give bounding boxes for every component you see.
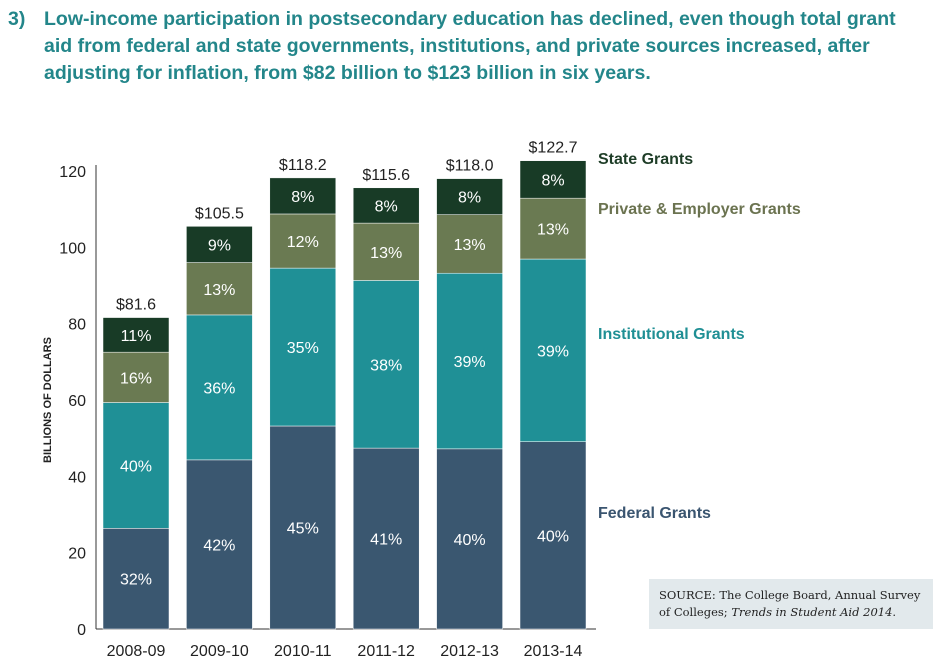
bar-segment-federal-grants [519, 441, 587, 630]
x-tick-label: 2010-11 [274, 643, 332, 660]
bar-segment-label: 41% [370, 532, 402, 549]
bar-segment-private-employer-grants [519, 197, 587, 260]
bar-segment-institutional-grants [352, 280, 420, 449]
bar-segment-federal-grants [352, 447, 420, 630]
y-tick-label: 120 [59, 164, 86, 181]
bar-segment-label: 13% [454, 237, 486, 254]
y-tick-label: 60 [68, 393, 86, 410]
bar-segment-state-grants [186, 226, 253, 263]
bar-segment-label: 39% [537, 343, 569, 360]
bar-segment-federal-grants [186, 459, 253, 630]
y-tick-label: 0 [77, 622, 86, 639]
bar-total-label: $105.5 [195, 205, 244, 222]
bar-segment-label: 32% [120, 572, 152, 589]
x-tick-label: 2009-10 [190, 643, 249, 660]
bar-segment-federal-grants [436, 448, 503, 630]
bar-total-label: $122.7 [529, 140, 578, 157]
bar-segment-label: 35% [287, 340, 319, 357]
bar-segment-label: 40% [120, 458, 152, 475]
x-tick-label: 2011-12 [357, 643, 415, 660]
legend-label: Federal Grants [598, 505, 711, 522]
bar-segment-label: 36% [203, 380, 235, 397]
bar-segment-state-grants [352, 187, 420, 224]
bar-segment-label: 13% [537, 222, 569, 239]
legend-label: Institutional Grants [598, 326, 745, 343]
bar-segment-private-employer-grants [186, 262, 253, 316]
bar-segment-label: 40% [454, 532, 486, 549]
bar-segment-private-employer-grants [102, 351, 170, 403]
bar-segment-federal-grants [269, 425, 337, 630]
source-suffix: . [892, 605, 897, 619]
bar-segment-state-grants [436, 178, 503, 215]
y-axis-label: BILLIONS OF DOLLARS [42, 337, 54, 463]
bar-segment-private-employer-grants [352, 222, 420, 281]
title-line-3: adjusting for inflation, from $82 billio… [44, 62, 651, 84]
x-tick-label: 2013-14 [524, 643, 583, 660]
bar-segment-label: 42% [203, 537, 235, 554]
bar-segment-label: 8% [458, 190, 481, 207]
bar-segment-label: 13% [370, 245, 402, 262]
x-tick-label: 2008-09 [107, 643, 166, 660]
y-tick-label: 100 [59, 240, 86, 257]
title-line-2: aid from federal and state governments, … [44, 35, 870, 57]
bar-segment-label: 9% [208, 237, 231, 254]
y-tick-label: 80 [68, 317, 86, 334]
bar-segment-institutional-grants [519, 258, 587, 442]
bar-segment-label: 38% [370, 357, 402, 374]
bar-segment-label: 45% [287, 520, 319, 537]
bar-segment-label: 11% [121, 328, 152, 345]
bar-total-label: $81.6 [116, 297, 156, 314]
bar-segment-label: 8% [541, 172, 564, 189]
y-tick-label: 40 [68, 469, 86, 486]
bar-segment-label: 8% [375, 198, 398, 215]
source-note: SOURCE: The College Board, Annual Survey… [649, 579, 933, 629]
bar-segment-state-grants [102, 317, 170, 353]
bar-segment-private-employer-grants [269, 213, 337, 269]
bar-segment-label: 12% [287, 234, 319, 251]
bar-total-label: $115.6 [362, 167, 410, 184]
bar-segment-label: 16% [120, 370, 152, 387]
bar-segment-institutional-grants [186, 314, 253, 461]
bar-total-label: $118.0 [446, 158, 494, 175]
bar-segment-private-employer-grants [436, 214, 503, 274]
title-number: 3) [8, 8, 26, 30]
title-line-1: Low-income participation in postsecondar… [44, 8, 896, 30]
bar-segment-institutional-grants [269, 267, 337, 427]
bar-total-label: $118.2 [279, 157, 327, 174]
legend-label: Private & Employer Grants [598, 201, 801, 218]
y-tick-label: 20 [68, 546, 86, 563]
bar-segment-state-grants [519, 160, 587, 199]
bar-segment-institutional-grants [102, 402, 170, 529]
bar-segment-state-grants [269, 177, 337, 215]
chart-title: 3) Low-income participation in postsecond… [8, 6, 928, 87]
bar-segment-label: 8% [291, 189, 314, 206]
source-title: Trends in Student Aid 2014 [731, 605, 893, 619]
bar-segment-label: 13% [203, 282, 235, 299]
legend-label: State Grants [598, 151, 693, 168]
x-tick-label: 2012-13 [440, 643, 499, 660]
source-text: SOURCE: The College Board, Annual Survey… [659, 588, 921, 619]
bar-segment-label: 39% [454, 354, 486, 371]
bar-segment-institutional-grants [436, 272, 503, 450]
bar-segment-label: 40% [537, 528, 569, 545]
